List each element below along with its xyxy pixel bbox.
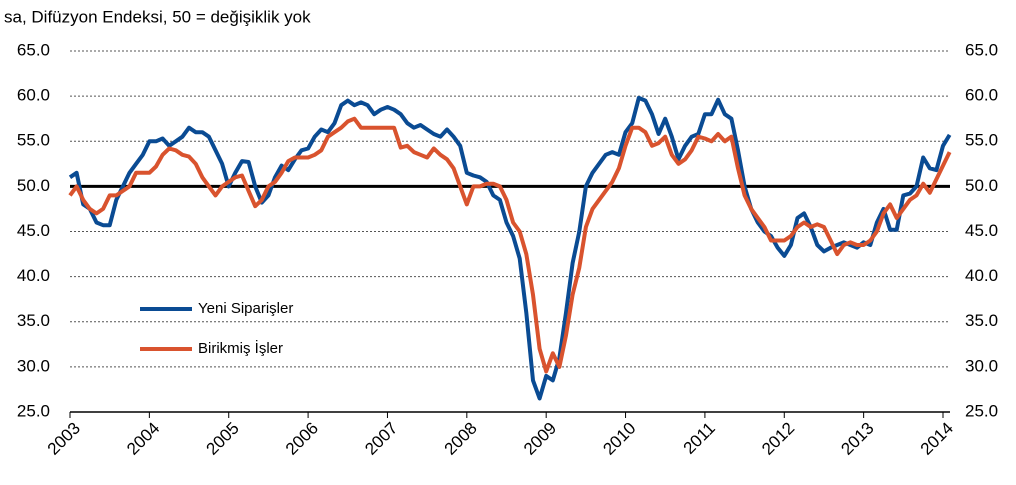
y2-tick-label: 65.0 — [965, 40, 998, 59]
y-tick-label: 55.0 — [17, 131, 50, 150]
y-tick-label: 40.0 — [17, 266, 50, 285]
x-tick-label: 2012 — [758, 419, 798, 459]
y-tick-label: 60.0 — [17, 86, 50, 105]
x-tick-label: 2003 — [44, 419, 84, 459]
y2-tick-label: 30.0 — [965, 356, 998, 375]
x-tick-label: 2008 — [441, 419, 481, 459]
y2-tick-label: 45.0 — [965, 221, 998, 240]
y2-tick-label: 55.0 — [965, 131, 998, 150]
y-tick-label: 45.0 — [17, 221, 50, 240]
y2-tick-label: 35.0 — [965, 311, 998, 330]
y-tick-label: 65.0 — [17, 40, 50, 59]
chart-title: sa, Difüzyon Endeksi, 50 = değişiklik yo… — [4, 7, 311, 26]
legend-label: Yeni Siparişler — [198, 300, 293, 317]
x-tick-label: 2009 — [520, 419, 560, 459]
y2-tick-label: 25.0 — [965, 401, 998, 420]
y-tick-label: 35.0 — [17, 311, 50, 330]
series-line — [68, 95, 952, 401]
x-tick-label: 2013 — [837, 419, 877, 459]
legend-label: Birikmiş İşler — [198, 339, 283, 357]
x-tick-label: 2011 — [680, 419, 719, 458]
series-line — [68, 116, 952, 374]
x-tick-label: 2004 — [123, 419, 163, 459]
x-tick-label: 2005 — [203, 419, 243, 459]
y-tick-label: 50.0 — [17, 176, 50, 195]
y-tick-label: 30.0 — [17, 356, 50, 375]
y2-tick-label: 50.0 — [965, 176, 998, 195]
x-tick-label: 2007 — [361, 419, 401, 459]
x-tick-label: 2010 — [599, 419, 639, 459]
x-tick-label: 2006 — [282, 419, 322, 459]
y2-tick-label: 60.0 — [965, 86, 998, 105]
y2-tick-label: 40.0 — [965, 266, 998, 285]
y-tick-label: 25.0 — [17, 401, 50, 420]
x-tick-label: 2014 — [917, 419, 957, 459]
